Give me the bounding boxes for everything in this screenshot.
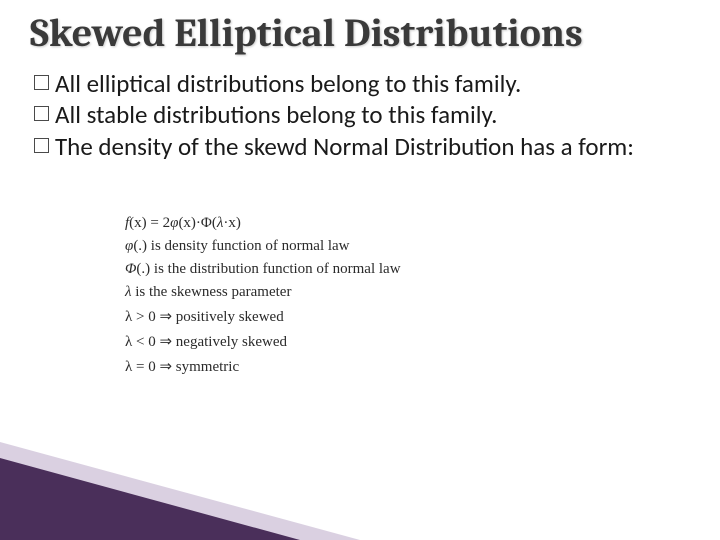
bullet-item: All elliptical distributions belong to t…: [34, 68, 714, 99]
decor-wedge-dark: [0, 458, 300, 540]
bullet-text: All stable distributions belong to this …: [55, 99, 497, 130]
bullet-text: All elliptical distributions belong to t…: [55, 68, 521, 99]
bullet-list: All elliptical distributions belong to t…: [0, 68, 720, 162]
bullet-text: The density of the skewd Normal Distribu…: [55, 131, 634, 162]
checkbox-icon: [34, 138, 49, 153]
math-line: Φ(.) is the distribution function of nor…: [125, 261, 401, 278]
bullet-item: The density of the skewd Normal Distribu…: [34, 131, 714, 162]
math-block: f(x) = 2φ(x)·Φ(λ·x) φ(.) is density funct…: [0, 215, 401, 382]
math-line: λ is the skewness parameter: [125, 284, 401, 301]
math-line: λ < 0 ⇒ negatively skewed: [125, 332, 401, 351]
math-line: φ(.) is density function of normal law: [125, 238, 401, 255]
slide-title: Skewed Elliptical Distributions: [30, 10, 583, 56]
math-line: λ = 0 ⇒ symmetric: [125, 357, 401, 376]
checkbox-icon: [34, 75, 49, 90]
math-line: f(x) = 2φ(x)·Φ(λ·x): [125, 215, 401, 232]
bullet-item: All stable distributions belong to this …: [34, 99, 714, 130]
math-line: λ > 0 ⇒ positively skewed: [125, 307, 401, 326]
checkbox-icon: [34, 106, 49, 121]
